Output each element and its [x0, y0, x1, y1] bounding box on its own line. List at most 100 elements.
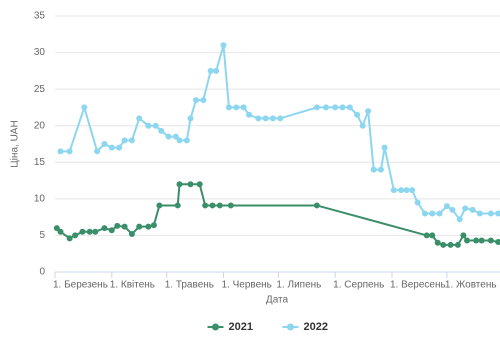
point	[443, 203, 450, 210]
point	[313, 104, 320, 111]
x-tick-label: 1. Липень	[276, 280, 321, 291]
point	[156, 202, 163, 209]
point	[346, 104, 353, 111]
point	[269, 115, 276, 122]
point	[233, 104, 240, 111]
point	[176, 137, 183, 144]
point	[456, 216, 463, 223]
point	[476, 210, 483, 217]
point	[277, 115, 284, 122]
point	[187, 181, 194, 188]
point	[165, 133, 172, 140]
point	[216, 202, 223, 209]
point	[434, 239, 441, 246]
point	[240, 104, 247, 111]
point	[136, 115, 143, 122]
y-tick-label: 25	[34, 84, 46, 95]
point	[158, 127, 165, 134]
point	[176, 181, 183, 188]
point	[136, 223, 143, 230]
point	[79, 228, 86, 235]
point	[390, 187, 397, 194]
legend-marker	[287, 323, 294, 331]
point	[114, 222, 121, 229]
point	[436, 210, 443, 217]
point	[255, 115, 262, 122]
point	[200, 97, 207, 104]
point	[332, 104, 339, 111]
point	[183, 137, 190, 144]
point	[354, 111, 361, 118]
point	[116, 144, 123, 151]
x-tick-label: 1. Жовтень	[445, 280, 497, 291]
point	[225, 104, 232, 111]
point	[101, 225, 108, 232]
point	[447, 241, 454, 248]
y-tick-label: 0	[39, 267, 45, 278]
y-tick-label: 35	[34, 11, 46, 22]
y-tick-label: 10	[34, 193, 46, 204]
point	[469, 206, 476, 213]
point	[429, 210, 436, 217]
point	[429, 232, 436, 239]
point	[152, 122, 159, 129]
point	[409, 187, 416, 194]
legend-label: 2022	[304, 321, 328, 333]
x-tick-label: 1. Серпень	[333, 280, 384, 291]
point	[128, 230, 135, 237]
x-tick-label: 1. Квітень	[110, 280, 155, 291]
point	[108, 227, 115, 234]
point	[246, 111, 253, 118]
point	[81, 104, 88, 111]
point	[66, 148, 73, 155]
point	[145, 122, 152, 129]
point	[454, 241, 461, 248]
point	[421, 210, 428, 217]
point	[213, 67, 220, 74]
y-tick-label: 30	[34, 47, 46, 58]
point	[86, 228, 93, 235]
point	[460, 232, 467, 239]
y-tick-label: 15	[34, 157, 46, 168]
point	[473, 237, 480, 244]
point	[478, 237, 485, 244]
point	[313, 202, 320, 209]
point	[72, 232, 79, 239]
point	[207, 67, 214, 74]
x-tick-label: 1. Вересень	[390, 280, 446, 291]
point	[423, 232, 430, 239]
legend-marker	[212, 323, 219, 331]
point	[370, 166, 377, 173]
point	[339, 104, 346, 111]
point	[121, 223, 128, 230]
point	[462, 205, 469, 212]
y-axis-title: Ціна, UAH	[10, 120, 21, 167]
point	[440, 241, 447, 248]
series	[57, 42, 500, 223]
x-tick-label: 1. Травень	[165, 280, 214, 291]
point	[495, 239, 500, 246]
point	[449, 206, 456, 213]
point	[495, 210, 500, 217]
point	[108, 144, 115, 151]
point	[414, 199, 421, 206]
point	[145, 223, 152, 230]
point	[202, 202, 209, 209]
x-tick-label: 1. Червень	[221, 280, 271, 291]
point	[487, 210, 494, 217]
series	[53, 181, 500, 248]
x-axis-title: Дата	[266, 295, 289, 306]
point	[323, 104, 330, 111]
point	[121, 137, 128, 144]
point	[377, 166, 384, 173]
point	[57, 148, 64, 155]
point	[487, 237, 494, 244]
point	[359, 122, 366, 129]
x-tick-label: 1. Березень	[53, 280, 108, 291]
point	[53, 225, 60, 232]
point	[398, 187, 405, 194]
point	[150, 222, 157, 229]
point	[403, 187, 410, 194]
point	[262, 115, 269, 122]
